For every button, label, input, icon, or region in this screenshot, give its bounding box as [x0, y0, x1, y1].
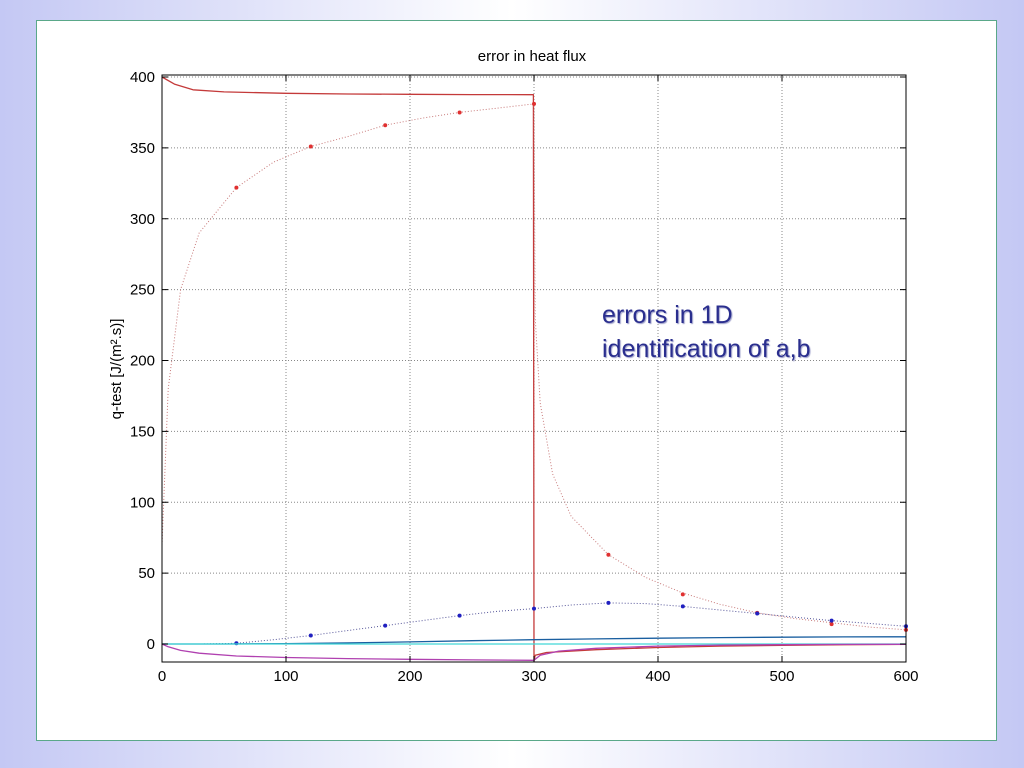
- series-3-point: [606, 552, 611, 557]
- series-8-line: [161, 643, 907, 661]
- y-tick-label: 150: [130, 423, 155, 440]
- y-tick-label: 250: [130, 282, 155, 299]
- x-tick-label: 300: [521, 668, 546, 685]
- y-tick-label: 50: [138, 565, 155, 582]
- series-3-point: [457, 110, 462, 115]
- y-tick-label: 350: [130, 140, 155, 157]
- axes: 0 100 200 300 400 500 600 0 50 100 150 200 250 300 350…: [130, 69, 919, 685]
- series-5-point: [606, 600, 611, 605]
- x-tick-label: 0: [158, 668, 166, 685]
- series-5-point: [532, 606, 536, 611]
- y-tick-label: 200: [130, 353, 155, 370]
- slide-frame: [36, 20, 997, 741]
- chart-title: error in heat flux: [478, 48, 587, 65]
- series-3-point: [383, 123, 388, 128]
- y-tick-label: 300: [130, 211, 155, 228]
- y-tick-label: 400: [130, 69, 155, 86]
- series-5-point: [308, 633, 313, 638]
- series-5-point: [680, 604, 685, 609]
- series-5-point: [457, 613, 462, 618]
- series-5-point: [829, 618, 834, 623]
- y-tick-label: 0: [147, 636, 155, 653]
- annotation-line-1: errors in 1D: [602, 301, 733, 329]
- x-tick-label: 100: [273, 668, 298, 685]
- x-tick-label: 200: [397, 668, 422, 685]
- series-5-point: [755, 611, 760, 616]
- series-3-point: [308, 144, 313, 149]
- y-tick-label: 100: [130, 494, 155, 511]
- plot-area: [161, 76, 908, 662]
- series-3-point: [234, 185, 239, 190]
- x-tick-label: 500: [769, 668, 794, 685]
- series-1-line: [161, 76, 907, 662]
- annotation-line-2: identification of a,b: [602, 335, 811, 363]
- series-3-point: [829, 622, 834, 627]
- series-3-point: [680, 592, 685, 597]
- y-axis-label: q-test [J/(m².s)]: [108, 319, 125, 420]
- annotation-text: errors in 1D identification of a,b: [602, 298, 810, 366]
- series-2-line: [161, 103, 907, 631]
- series-3-point: [532, 101, 536, 106]
- x-tick-label: 600: [893, 668, 918, 685]
- x-tick-label: 400: [645, 668, 670, 685]
- series-5-point: [383, 623, 388, 628]
